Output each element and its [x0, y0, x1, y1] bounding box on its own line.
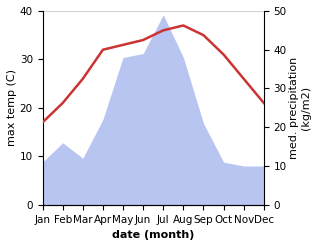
Y-axis label: med. precipitation
(kg/m2): med. precipitation (kg/m2): [289, 57, 311, 159]
Y-axis label: max temp (C): max temp (C): [7, 69, 17, 146]
X-axis label: date (month): date (month): [112, 230, 194, 240]
